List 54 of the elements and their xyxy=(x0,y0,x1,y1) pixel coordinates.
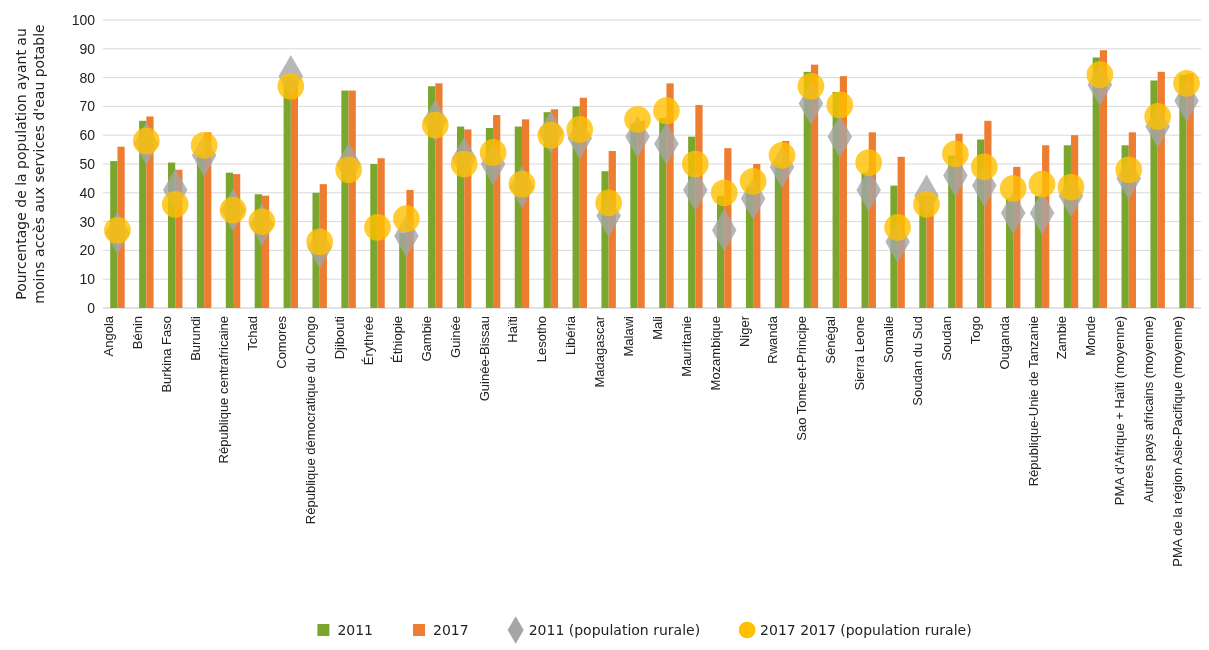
x-tick-label: Sao Tome-et-Principe xyxy=(794,316,810,441)
x-tick-label: Madagascar xyxy=(592,315,608,388)
x-tick-label: Érythrée xyxy=(360,316,376,366)
x-tick-label: Libéria xyxy=(563,315,579,356)
x-tick-label: Mozambique xyxy=(707,316,723,391)
y-tick-label: 10 xyxy=(79,271,96,288)
x-tick-label: Sierra Leone xyxy=(852,316,868,391)
x-tick-label: Ouganda xyxy=(996,315,1012,370)
x-tick-label: Burundi xyxy=(187,315,203,361)
x-tick-label: Zambie xyxy=(1054,316,1070,360)
y-tick-label: 20 xyxy=(79,242,96,259)
x-tick-label: République démocratique du Congo xyxy=(303,316,319,525)
x-tick-label: Burkina Faso xyxy=(158,316,174,393)
y-axis-title: Pourcentage de la population ayant au moins accès aux services d'eau potable xyxy=(13,24,47,304)
x-tick-label: Bénin xyxy=(129,316,145,350)
x-tick-label: Soudan du Sud xyxy=(909,316,925,406)
x-tick-label: Soudan xyxy=(938,316,954,361)
y-tick-label: 30 xyxy=(79,213,96,230)
x-tick-label: Guinée xyxy=(447,316,463,358)
legend-label: 2011 xyxy=(337,622,374,638)
x-tick-label: Guinée-Bissau xyxy=(476,316,492,402)
x-tick-label: Sénégal xyxy=(823,315,839,364)
legend-label: 2017 xyxy=(433,622,469,638)
x-tick-label: Tchad xyxy=(245,316,261,351)
x-tick-label: Gambie xyxy=(418,316,434,362)
x-tick-label: Monde xyxy=(1083,316,1099,356)
x-tick-label: Togo xyxy=(967,316,983,345)
x-tick-label: Angola xyxy=(100,315,116,357)
x-tick-label: PMA d'Afrique + Haïti (moyenne) xyxy=(1112,316,1128,506)
x-tick-label: Comores xyxy=(274,315,290,369)
x-tick-label: Rwanda xyxy=(765,315,781,364)
x-tick-label: Mali xyxy=(649,315,665,340)
y-tick-label: 80 xyxy=(79,69,96,86)
y-tick-label: 100 xyxy=(71,11,96,28)
x-tick-label: Niger xyxy=(736,315,752,348)
x-tick-label: Mauritanie xyxy=(678,316,694,377)
x-tick-label: Haïti xyxy=(505,315,521,343)
legend-label: 2011 (population rurale) xyxy=(528,622,701,638)
x-tick-label: Djibouti xyxy=(332,315,348,360)
x-tick-label: PMA de la région Asie-Pacifique (moyenne) xyxy=(1170,316,1185,567)
y-tick-label: 40 xyxy=(79,184,96,201)
y-tick-label: 0 xyxy=(87,299,96,316)
x-tick-label: Malawi xyxy=(621,315,636,357)
y-tick-label: 70 xyxy=(79,98,96,115)
x-tick-label: Lesotho xyxy=(534,316,550,363)
y-tick-label: 60 xyxy=(79,127,96,144)
legend-label: 2017 2017 (population rurale) xyxy=(760,622,972,638)
x-tick-label: Somalie xyxy=(881,316,897,363)
y-tick-label: 50 xyxy=(79,155,96,172)
x-tick-label: Éthiopie xyxy=(389,316,405,363)
y-tick-label: 90 xyxy=(79,40,96,57)
x-tick-label: République-Unie de Tanzanie xyxy=(1025,316,1041,487)
x-tick-label: Autres pays africains (moyenne) xyxy=(1141,316,1157,503)
x-tick-label: République centrafricaine xyxy=(216,316,232,464)
